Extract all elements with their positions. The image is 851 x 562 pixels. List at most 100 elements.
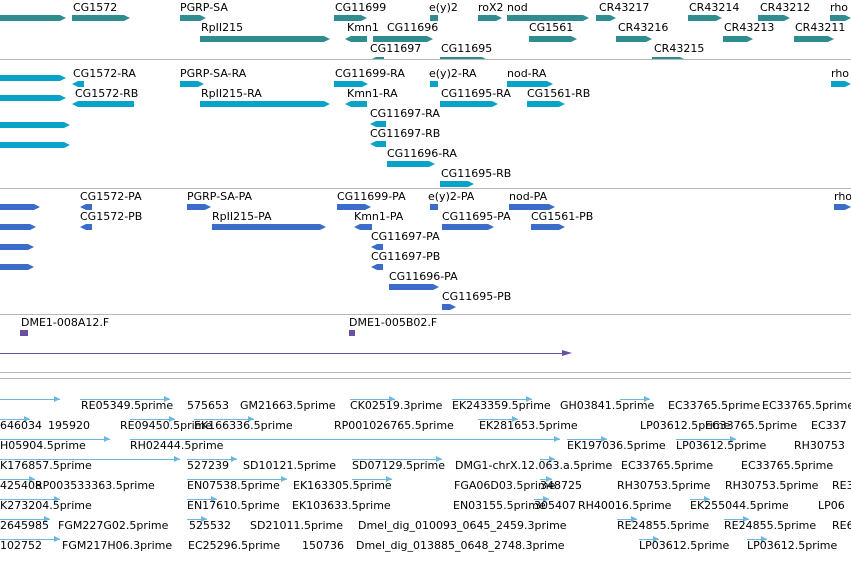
est-line-6-3[interactable] — [724, 519, 749, 520]
protein-cg1572-pa[interactable] — [80, 204, 92, 210]
protein-e-y-2-pa[interactable] — [430, 204, 438, 210]
est-arrow-icon — [54, 536, 60, 542]
gene-cr43213[interactable] — [723, 36, 753, 42]
est-line-4-2[interactable] — [352, 479, 392, 480]
gene-cg11697[interactable] — [370, 57, 384, 59]
transcript-bar-left-3[interactable] — [0, 142, 70, 148]
transcript-cg11697-ra[interactable] — [370, 121, 386, 127]
est-line-1-3[interactable] — [478, 419, 518, 420]
gene-e-y-2[interactable] — [430, 15, 438, 21]
clone-dme1-005b02-f[interactable] — [349, 330, 355, 336]
est-line-2-1[interactable] — [130, 439, 560, 440]
gene-nod[interactable] — [507, 15, 589, 21]
gene-cg1572[interactable] — [72, 15, 130, 21]
protein-cg11696-pa[interactable] — [389, 284, 439, 290]
gene-cg11696[interactable] — [373, 36, 433, 42]
clone-dme1-008a12-f[interactable] — [20, 330, 28, 336]
est-line-0-2[interactable] — [350, 399, 395, 400]
protein-rho[interactable] — [834, 204, 851, 210]
gene-cr43216[interactable] — [616, 36, 652, 42]
est-line-7-1[interactable] — [639, 539, 659, 540]
transcript-kmn1-ra[interactable] — [345, 101, 367, 107]
est-line-2-2[interactable] — [567, 439, 607, 440]
est-line-7-0[interactable] — [0, 539, 60, 540]
transcript-cg11696-ra[interactable] — [387, 161, 435, 167]
gene-cr43215[interactable] — [652, 57, 686, 59]
est-line-3-0[interactable] — [0, 459, 180, 460]
gene-kmn1[interactable] — [345, 36, 367, 42]
est-line-0-1[interactable] — [80, 399, 170, 400]
est-line-0-4[interactable] — [620, 399, 650, 400]
protein-bar-left-0[interactable] — [0, 204, 40, 210]
protein-cg11697-pa[interactable] — [371, 244, 383, 250]
est-track: RE05349.5prime 575653 GM21663.5prime CK0251… — [0, 379, 851, 562]
gene-cr43217[interactable] — [596, 15, 616, 21]
protein-bar-left-1[interactable] — [0, 224, 36, 230]
est-line-6-1[interactable] — [187, 519, 207, 520]
transcript-bar-left-0[interactable] — [0, 75, 66, 81]
est-line-7-2[interactable] — [747, 539, 767, 540]
est-line-1-0[interactable] — [0, 419, 30, 420]
est-line-5-1[interactable] — [187, 499, 217, 500]
transcript-label-cg1572-ra: CG1572-RA — [73, 67, 136, 80]
gene-rho[interactable] — [830, 15, 851, 21]
clone-span-line[interactable] — [0, 353, 566, 354]
protein-cg11695-pb[interactable] — [442, 304, 456, 310]
est-line-5-3[interactable] — [690, 499, 710, 500]
protein-bar-left-2[interactable] — [0, 244, 34, 250]
est-line-0-3[interactable] — [452, 399, 532, 400]
transcript-cg11697-rb[interactable] — [370, 141, 386, 147]
transcript-cg1561-rb[interactable] — [527, 101, 565, 107]
est-line-0-0[interactable] — [0, 399, 60, 400]
transcript-rpii215-ra[interactable] — [200, 101, 330, 107]
protein-rpii215-pa[interactable] — [212, 224, 326, 230]
protein-kmn1-pa[interactable] — [354, 224, 372, 230]
gene-cg1561[interactable] — [529, 36, 577, 42]
protein-cg1572-pb[interactable] — [80, 224, 92, 230]
gene-cg11699[interactable] — [334, 15, 367, 21]
transcript-cg11695-ra[interactable] — [440, 101, 498, 107]
transcript-cg1572-ra[interactable] — [72, 81, 84, 87]
est-line-1-1[interactable] — [130, 419, 175, 420]
est-line-3-2[interactable] — [352, 459, 442, 460]
est-line-5-0[interactable] — [0, 499, 60, 500]
transcript-pgrp-sa-ra[interactable] — [180, 81, 204, 87]
est-line-2-0[interactable] — [0, 439, 110, 440]
est-line-4-1[interactable] — [187, 479, 287, 480]
gene-cr43212[interactable] — [758, 15, 790, 21]
est-label-rh30753-5prime: RH30753.5prime — [725, 479, 819, 492]
est-line-6-0[interactable] — [0, 519, 50, 520]
transcript-cg11699-ra[interactable] — [334, 81, 368, 87]
gene-cr43211[interactable] — [794, 36, 834, 42]
est-line-1-2[interactable] — [194, 419, 254, 420]
transcript-cg11695-rb[interactable] — [440, 181, 474, 187]
transcript-bar-left-1[interactable] — [0, 95, 66, 101]
est-line-6-2[interactable] — [617, 519, 637, 520]
protein-bar-left-3[interactable] — [0, 264, 34, 270]
transcript-bar-left-2[interactable] — [0, 122, 70, 128]
protein-cg1561-pb[interactable] — [531, 224, 565, 230]
protein-pgrp-sa-pa[interactable] — [187, 204, 211, 210]
transcript-nod-ra[interactable] — [507, 81, 553, 87]
est-line-2-3[interactable] — [676, 439, 736, 440]
protein-nod-pa[interactable] — [509, 204, 555, 210]
protein-cg11699-pa[interactable] — [337, 204, 371, 210]
transcript-rho[interactable] — [831, 81, 851, 87]
transcript-e-y-2-ra[interactable] — [430, 81, 438, 87]
gene-rox2[interactable] — [478, 15, 502, 21]
gene-pgrp-sa[interactable] — [180, 15, 206, 21]
est-line-3-1[interactable] — [187, 459, 237, 460]
est-arrow-icon — [601, 436, 607, 442]
est-line-3-3[interactable] — [540, 459, 555, 460]
protein-cg11697-pb[interactable] — [371, 264, 383, 270]
gene-cg11695[interactable] — [440, 57, 488, 59]
gene-label-e-y-2: e(y)2 — [429, 1, 458, 14]
gene-bar-leftmost[interactable] — [0, 15, 66, 21]
est-line-5-2[interactable] — [534, 499, 549, 500]
protein-cg11695-pa[interactable] — [442, 224, 494, 230]
gene-cr43214[interactable] — [688, 15, 722, 21]
est-line-4-0[interactable] — [0, 479, 35, 480]
protein-label-rpii215-pa: RpII215-PA — [212, 210, 272, 223]
gene-rpii215[interactable] — [200, 36, 330, 42]
transcript-cg1572-rb[interactable] — [72, 101, 134, 107]
